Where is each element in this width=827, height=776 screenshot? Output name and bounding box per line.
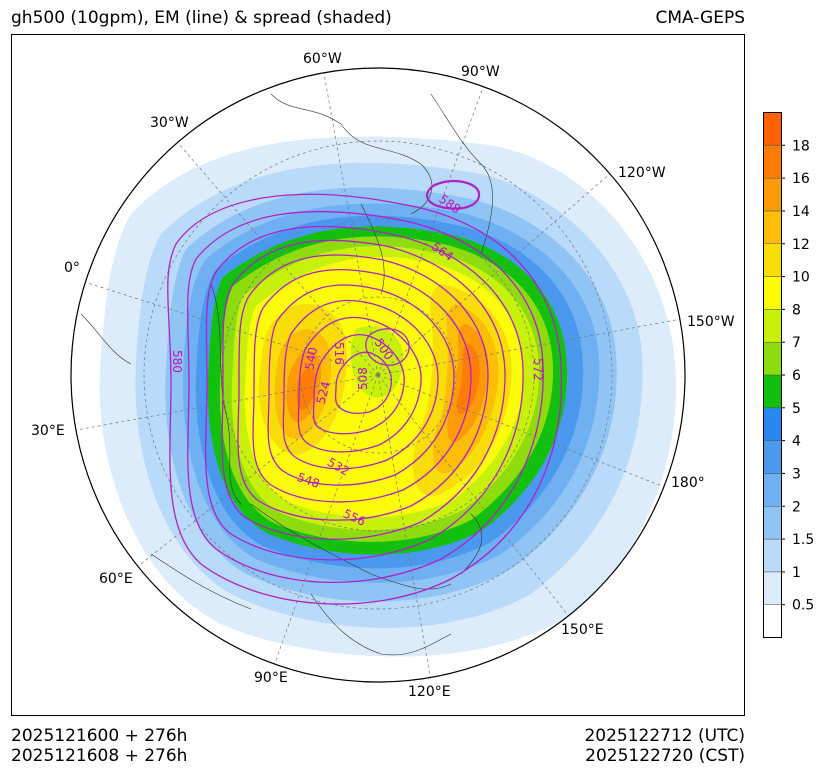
colorbar-ticks: 0.5 1 1.5 2 3 4 5 6 7 8 10 12 14 16 18 [781,138,814,614]
contour-label-508: 508 [356,367,370,390]
colorbar-box [763,440,782,474]
chart-title: gh500 (10gpm), EM (line) & spread (shade… [11,8,392,28]
valid-time-cst: 2025122720 (CST) [585,746,745,766]
contour-label-572: 572 [531,358,545,381]
colorbar-boxes [763,112,782,638]
colorbar-tick-label: 3 [792,466,801,482]
contour-label-516: 516 [332,342,346,365]
lon-label-30e: 30°E [31,423,65,439]
colorbar-tick-label: 1 [792,565,801,581]
contour-label-540: 540 [302,346,320,371]
colorbar-tick-label: 6 [792,368,801,384]
coastlines [80,93,493,656]
colorbar-tick-label: 14 [792,204,810,220]
lon-label-60w: 60°W [303,51,342,67]
map-boundary [70,67,686,683]
init-time-cst: 2025121608 + 276h [11,746,188,766]
colorbar-tick-label: 5 [792,401,801,417]
colorbar-box [763,112,782,146]
colorbar-box [763,276,782,310]
colorbar-tick-label: 2 [792,499,801,515]
lon-label-0: 0° [64,260,80,276]
map-frame [11,34,745,716]
colorbar-box [763,473,782,507]
colorbar-tick-label: 10 [792,270,810,286]
colorbar-tick-label: 12 [792,237,810,253]
lon-label-120e: 120°E [408,684,451,700]
colorbar-tick-label: 0.5 [792,598,814,614]
colorbar-box [763,604,782,638]
lon-label-150w: 150°W [687,314,735,330]
lon-label-150e: 150°E [561,622,604,638]
colorbar-box [763,506,782,540]
contour-label-580: 580 [170,350,184,373]
colorbar-box [763,243,782,277]
colorbar-box [763,571,782,605]
spread-layer-16-west [296,368,317,410]
colorbar-box [763,309,782,343]
valid-time-utc: 2025122712 (UTC) [584,726,745,746]
colorbar-box [763,177,782,212]
colorbar-tick-label: 16 [792,171,810,187]
lon-label-120w: 120°W [618,165,666,181]
colorbar-box [763,538,782,573]
colorbar: 0.5 1 1.5 2 3 4 5 6 7 8 10 12 14 16 18 [763,112,814,638]
spread-layer-16-east [456,344,480,415]
lon-label-90w: 90°W [461,64,500,80]
longitude-labels: 60°W 90°W 30°W 120°W 0° 150°W 30°E 180° … [31,51,735,700]
init-time-utc: 2025121600 + 276h [11,726,188,746]
colorbar-box [763,374,782,409]
colorbar-box [763,407,782,441]
colorbar-box [763,341,782,376]
model-name: CMA-GEPS [655,8,745,28]
colorbar-tick-label: 7 [792,335,801,351]
lon-label-90e: 90°E [254,670,288,686]
colorbar-box [763,145,782,179]
graticule [71,68,682,682]
colorbar-tick-label: 4 [792,434,801,450]
lon-label-180: 180° [671,475,705,491]
lon-label-30w: 30°W [150,115,189,131]
colorbar-tick-label: 1.5 [792,532,814,548]
colorbar-tick-label: 8 [792,302,801,318]
lon-label-60e: 60°E [99,571,133,587]
em-contours [167,179,563,605]
colorbar-tick-label: 18 [792,138,810,154]
colorbar-box [763,210,782,244]
contour-label-524: 524 [314,380,333,406]
polar-map: 588 564 580 540 516 500 508 524 572 532 … [31,51,735,700]
